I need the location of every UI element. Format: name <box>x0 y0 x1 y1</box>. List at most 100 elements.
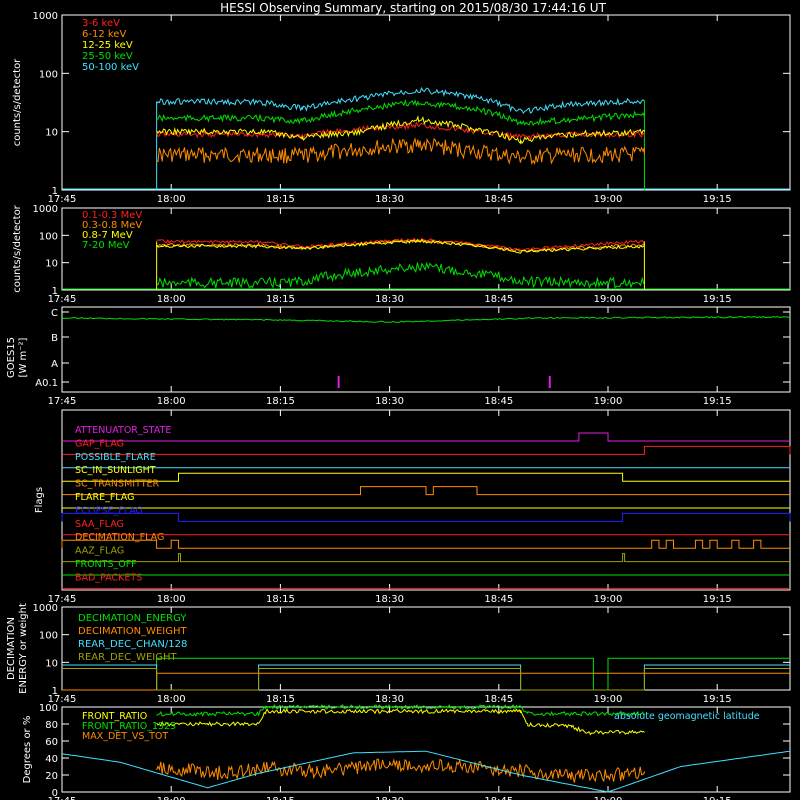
legend-entry: MAX_DET_VS_TOT <box>82 731 168 742</box>
ratio-line-orange <box>156 758 645 783</box>
x-tick-label: 19:15 <box>703 694 732 705</box>
y-tick-label: 10 <box>45 259 58 270</box>
x-tick-label: 19:00 <box>594 194 623 205</box>
x-tick-label: 18:30 <box>375 194 404 205</box>
y-tick-label: 40 <box>45 754 58 765</box>
y-tick-label: 80 <box>45 720 58 731</box>
y-tick-label: 100 <box>39 631 58 642</box>
x-tick-label: 18:00 <box>157 194 186 205</box>
y-axis-label: Flags <box>34 487 45 513</box>
flag-label: ECLIPSE_FLAG <box>75 505 143 516</box>
flag-label: POSSIBLE_FLARE <box>75 452 156 463</box>
y-tick-label: 1 <box>52 286 58 297</box>
legend-entry: DECIMATION_ENERGY <box>78 613 187 624</box>
flag-label: GAP_FLAG <box>75 438 124 449</box>
y-tick-label: 1 <box>52 686 58 697</box>
legend-entry: REAR_DEC_CHAN/128 <box>78 639 187 650</box>
decimation-line-olive <box>61 667 790 691</box>
flag-label: SC_IN_SUNLIGHT <box>75 465 156 476</box>
legend-entry: absolute geomagnetic latitude <box>614 711 760 722</box>
x-tick-label: 18:00 <box>157 294 186 305</box>
flag-label: FLARE_FLAG <box>75 492 135 503</box>
x-tick-label: 18:30 <box>375 796 404 800</box>
x-tick-label: 18:15 <box>266 294 295 305</box>
x-tick-label: 19:15 <box>703 594 732 605</box>
legend-entry: 6-12 keV <box>82 29 126 40</box>
y-tick-label: 10 <box>45 128 58 139</box>
x-tick-label: 17:45 <box>48 396 77 407</box>
y-tick-label: 10 <box>45 658 58 669</box>
y-tick-label: 100 <box>39 703 58 714</box>
x-tick-label: 19:00 <box>594 294 623 305</box>
y-tick-label: 20 <box>45 771 58 782</box>
y-axis-label: counts/s/detector <box>12 204 23 292</box>
panel-frame-flags <box>61 409 791 591</box>
y-axis-label: DECIMATION <box>6 617 17 680</box>
series-line-cyan <box>156 86 645 115</box>
x-tick-label: 18:45 <box>484 294 513 305</box>
x-tick-label: 18:30 <box>375 694 404 705</box>
flag-label: BAD_PACKETS <box>75 572 142 583</box>
legend-entry: 12-25 keV <box>82 40 133 51</box>
flag-label: DECIMATION_FLAG <box>75 532 164 543</box>
legend-entry: 50-100 keV <box>82 62 139 73</box>
y-tick-label: 100 <box>39 231 58 242</box>
chart-title: HESSI Observing Summary, starting on 201… <box>220 1 606 15</box>
y-axis-label-units: [W m⁻²] <box>18 337 29 377</box>
flag-line <box>62 432 790 442</box>
y-tick-label: B <box>51 333 58 344</box>
y-tick-label: 1000 <box>33 204 58 215</box>
flag-line <box>62 486 790 496</box>
x-tick-label: 18:30 <box>375 294 404 305</box>
x-tick-label: 19:00 <box>594 594 623 605</box>
flag-label: SC_TRANSMITTER <box>75 479 160 490</box>
y-axis-label: Degrees or % <box>22 716 33 784</box>
y-tick-label: 1000 <box>33 603 58 614</box>
legend-entry: DECIMATION_WEIGHT <box>78 626 187 637</box>
series-line-orange <box>156 137 645 166</box>
x-tick-label: 19:15 <box>703 396 732 407</box>
legend-entry: 3-6 keV <box>82 18 120 29</box>
legend-entry: REAR_DEC_WEIGHT <box>78 652 177 663</box>
y-tick-label: 1000 <box>33 11 58 22</box>
x-tick-label: 18:15 <box>266 796 295 800</box>
flag-line <box>62 553 790 563</box>
panel-frame-decimation <box>61 606 791 691</box>
flag-label: FRONTS_OFF <box>75 559 137 570</box>
legend-entry: 0.1-0.3 MeV <box>82 210 142 221</box>
ratio-line-green <box>156 703 645 718</box>
y-axis-label-2: ENERGY or weight <box>18 603 29 694</box>
y-tick-label: 60 <box>45 737 58 748</box>
x-tick-label: 18:15 <box>266 194 295 205</box>
x-tick-label: 18:30 <box>375 396 404 407</box>
legend-entry: FRONT_RATIO_1525 <box>82 721 176 732</box>
flag-line <box>61 512 791 522</box>
x-tick-label: 17:45 <box>48 694 77 705</box>
x-tick-label: 18:45 <box>484 396 513 407</box>
legend-entry: FRONT_RATIO <box>82 711 147 722</box>
flag-line <box>62 445 791 455</box>
x-tick-label: 18:45 <box>484 594 513 605</box>
x-tick-label: 19:00 <box>594 396 623 407</box>
x-tick-label: 18:00 <box>157 396 186 407</box>
panel-frame-low-energy-lightcurves <box>61 14 791 191</box>
x-tick-label: 18:45 <box>484 194 513 205</box>
x-tick-label: 19:00 <box>594 694 623 705</box>
series-line-green <box>156 261 645 289</box>
x-tick-label: 18:15 <box>266 594 295 605</box>
y-tick-label: C <box>51 308 58 319</box>
y-tick-label: 100 <box>39 69 58 80</box>
y-tick-label: A0.1 <box>35 378 58 389</box>
goes-line <box>61 315 791 323</box>
series-line-yellow <box>156 238 645 254</box>
flag-label: ATTENUATOR_STATE <box>75 425 171 436</box>
x-tick-label: 17:45 <box>48 594 77 605</box>
x-tick-label: 19:00 <box>594 796 623 800</box>
x-tick-label: 19:15 <box>703 796 732 800</box>
x-tick-label: 17:45 <box>48 194 77 205</box>
x-tick-label: 18:45 <box>484 796 513 800</box>
y-tick-label: 1 <box>52 186 58 197</box>
legend-entry: 0.3-0.8 MeV <box>82 220 142 231</box>
